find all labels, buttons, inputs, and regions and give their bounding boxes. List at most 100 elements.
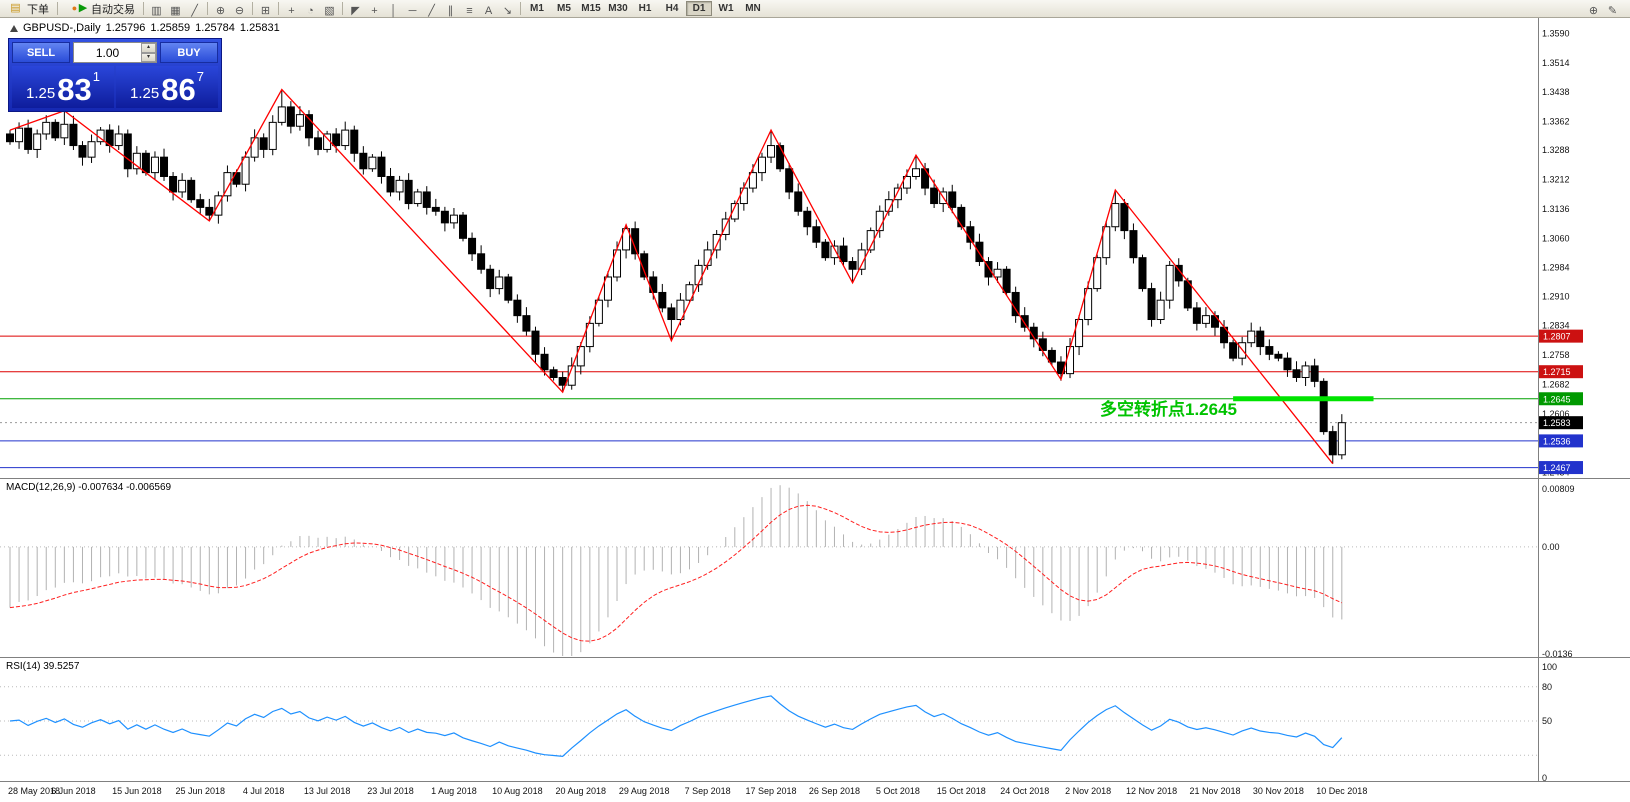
- vertical-line-button[interactable]: │: [384, 1, 403, 17]
- rsi-axis-label: 100: [1542, 662, 1557, 672]
- sell-button[interactable]: SELL: [12, 42, 70, 63]
- search-button[interactable]: ⊕: [1584, 1, 1603, 17]
- volume-up-button[interactable]: ▴: [141, 43, 156, 53]
- bid-price-display[interactable]: 1.25 83 1: [12, 66, 114, 108]
- rsi-name: RSI(14): [6, 661, 41, 672]
- macd-axis-label: 0.00809: [1542, 484, 1575, 494]
- volume-value[interactable]: 1.00: [95, 45, 120, 60]
- edit-button[interactable]: ✎: [1603, 1, 1622, 17]
- one-click-trading-panel: SELL 1.00 ▴ ▾ BUY 1.25 83 1 1.25 86 7: [8, 38, 222, 112]
- price-axis-label: 1.2682: [1542, 379, 1570, 389]
- ohlc-close: 1.25831: [239, 22, 280, 34]
- bar-chart-button[interactable]: ▥: [147, 1, 166, 17]
- date-axis-label: 20 Aug 2018: [555, 786, 606, 796]
- text-button[interactable]: A: [479, 1, 498, 17]
- volume-spin-buttons: ▴ ▾: [141, 43, 156, 62]
- price-axis: 1.3590 1.3514 1.3438 1.3362 1.3288 1.3212 1.31…: [1542, 28, 1570, 477]
- macd-name: MACD(12,26,9): [6, 482, 76, 493]
- channel-button[interactable]: ∥: [441, 1, 460, 17]
- insert-indicator-button[interactable]: +: [282, 1, 301, 17]
- zoom-in-button[interactable]: ⊕: [211, 1, 230, 17]
- tile-windows-button[interactable]: ⊞: [256, 1, 275, 17]
- price-marker-box: [1539, 365, 1583, 379]
- date-axis-label: 4 Jul 2018: [243, 786, 285, 796]
- trendline-button[interactable]: ╱: [422, 1, 441, 17]
- cursor-icon: ◤: [351, 4, 360, 17]
- volume-down-button[interactable]: ▾: [141, 52, 156, 62]
- ask-price-display[interactable]: 1.25 86 7: [116, 66, 218, 108]
- price-axis-label: 1.2984: [1542, 263, 1570, 273]
- date-axis-label: 10 Dec 2018: [1316, 786, 1367, 796]
- timeframe-button-mn[interactable]: MN: [740, 1, 766, 16]
- price-marker-label: 1.2467: [1543, 463, 1571, 473]
- timeframe-button-m5[interactable]: M5: [551, 1, 577, 16]
- arrow-tool-button[interactable]: ↘: [498, 1, 517, 17]
- rsi-panel: 100 80 50 0: [0, 662, 1557, 783]
- crosshair-button[interactable]: +: [365, 1, 384, 17]
- fibonacci-icon: ≡: [466, 4, 473, 17]
- bid-big-digits: 83: [57, 72, 92, 107]
- horizontal-line-button[interactable]: ─: [403, 1, 422, 17]
- periods-icon: ◔: [307, 4, 314, 17]
- line-chart-button[interactable]: ╱: [185, 1, 204, 17]
- price-markers: 1.2807 1.2715 1.2645 1.2536 1.2467 1.2583: [1539, 329, 1583, 475]
- zoom-out-button[interactable]: ⊖: [230, 1, 249, 17]
- search-icon: ⊕: [1588, 4, 1599, 17]
- fibonacci-button[interactable]: ≡: [460, 1, 479, 17]
- toolbar-separator: [57, 2, 58, 15]
- line-chart-icon: ╱: [191, 4, 198, 17]
- toolbar-separator: [143, 2, 144, 15]
- timeframe-button-d1[interactable]: D1: [686, 1, 712, 16]
- buy-button[interactable]: BUY: [160, 42, 218, 63]
- timeframe-button-w1[interactable]: W1: [713, 1, 739, 16]
- price-axis-label: 1.2606: [1542, 409, 1570, 419]
- template-button[interactable]: ▧: [320, 1, 339, 17]
- insert-indicator-icon: +: [288, 4, 295, 17]
- candlestick-series: [6, 89, 1346, 464]
- price-marker-label: 1.2536: [1543, 436, 1571, 446]
- timeframe-button-m1[interactable]: M1: [524, 1, 550, 16]
- timeframe-button-m15[interactable]: M15: [578, 1, 604, 16]
- date-axis-label: 26 Sep 2018: [809, 786, 860, 796]
- date-axis-label: 13 Jul 2018: [304, 786, 351, 796]
- chart-title: GBPUSD-,Daily 1.25796 1.25859 1.25784 1.…: [10, 22, 280, 34]
- bid-prefix: 1.25: [26, 85, 56, 102]
- trendline-icon: ╱: [428, 4, 435, 17]
- date-axis-label: 10 Aug 2018: [492, 786, 543, 796]
- turning-point-annotation: 多空转折点1.2645: [1100, 400, 1237, 419]
- bar-chart-icon: ▥: [151, 4, 162, 17]
- timeframe-button-h4[interactable]: H4: [659, 1, 685, 16]
- ohlc-open: 1.25796: [105, 22, 146, 34]
- new-order-icon: ▤: [10, 2, 21, 14]
- zigzag-line: [9, 88, 1334, 465]
- new-order-button[interactable]: ▤ 下单: [2, 1, 54, 17]
- new-order-label: 下单: [27, 3, 49, 16]
- toolbar-right-icons: ⊕ ✎: [1584, 1, 1622, 17]
- toolbar-separator: [520, 2, 521, 15]
- collapse-icon[interactable]: [10, 24, 18, 32]
- autotrade-label: 自动交易: [91, 3, 135, 16]
- price-axis-label: 1.3514: [1542, 58, 1570, 68]
- arrow-tool-icon: ↘: [502, 4, 513, 17]
- date-axis-label: 5 Oct 2018: [876, 786, 920, 796]
- autotrade-button[interactable]: ● ▶ 自动交易: [61, 1, 140, 17]
- date-axis-label: 7 Sep 2018: [685, 786, 731, 796]
- bid-pip-digit: 1: [92, 69, 100, 84]
- macd-signal-line: [9, 504, 1343, 642]
- price-marker-box: [1539, 416, 1583, 430]
- price-axis-label: 1.3060: [1542, 233, 1570, 243]
- volume-spinner[interactable]: 1.00 ▴ ▾: [73, 42, 157, 63]
- timeframe-button-m30[interactable]: M30: [605, 1, 631, 16]
- cursor-button[interactable]: ◤: [346, 1, 365, 17]
- ask-prefix: 1.25: [130, 85, 160, 102]
- macd-axis-label: -0.0136: [1542, 649, 1573, 659]
- timeframe-button-h1[interactable]: H1: [632, 1, 658, 16]
- periods-button[interactable]: ◔: [301, 1, 320, 17]
- price-marker-label: 1.2807: [1543, 332, 1571, 342]
- date-axis-label: 28 May 2018: [8, 786, 60, 796]
- candlestick-button[interactable]: ▦: [166, 1, 185, 17]
- date-axis-label: 25 Jun 2018: [175, 786, 225, 796]
- date-axis-label: 23 Jul 2018: [367, 786, 414, 796]
